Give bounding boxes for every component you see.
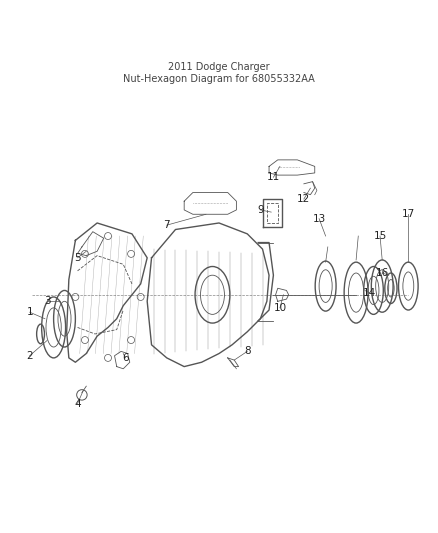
Text: 17: 17 xyxy=(402,209,415,219)
Text: 4: 4 xyxy=(74,399,81,409)
Text: 11: 11 xyxy=(267,172,280,182)
Text: 12: 12 xyxy=(297,194,311,204)
Text: 3: 3 xyxy=(44,296,50,306)
Text: 2: 2 xyxy=(26,351,33,361)
Text: 16: 16 xyxy=(375,268,389,278)
Text: 15: 15 xyxy=(374,231,387,241)
Text: 10: 10 xyxy=(273,303,286,313)
Text: 5: 5 xyxy=(74,253,81,263)
Text: 8: 8 xyxy=(244,346,251,357)
Text: 6: 6 xyxy=(122,353,129,363)
Text: 13: 13 xyxy=(312,214,326,224)
Text: 14: 14 xyxy=(363,288,376,297)
Text: 1: 1 xyxy=(26,307,33,317)
Text: 9: 9 xyxy=(257,205,264,215)
Text: 2011 Dodge Charger
Nut-Hexagon Diagram for 68055332AA: 2011 Dodge Charger Nut-Hexagon Diagram f… xyxy=(123,62,315,84)
Text: 7: 7 xyxy=(163,220,170,230)
